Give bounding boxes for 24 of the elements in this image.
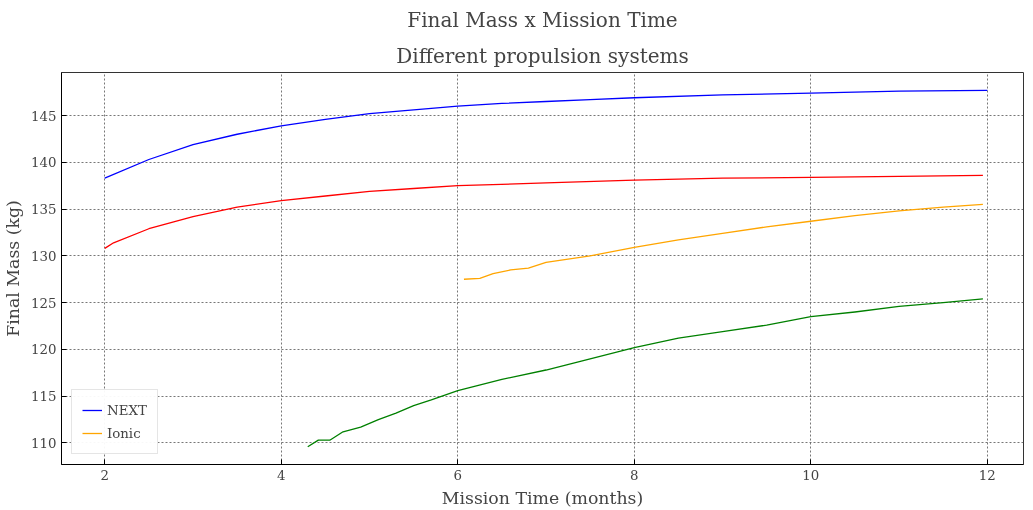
y-tick-label: 130: [31, 248, 57, 264]
chart-title: Final Mass x Mission Time: [407, 7, 678, 32]
y-tick-label: 125: [31, 295, 57, 311]
x-axis-title: Mission Time (months): [441, 487, 644, 508]
y-axis-title: Final Mass (kg): [3, 200, 24, 337]
y-tick-label: 120: [31, 342, 57, 358]
y-tick-label: 135: [31, 202, 57, 218]
legend-label: NEXT: [107, 402, 147, 418]
y-tick-label: 140: [31, 155, 57, 171]
y-tick-label: 110: [31, 435, 57, 451]
x-tick-label: 6: [453, 467, 463, 483]
line-series: [104, 174, 984, 250]
x-tick-label: 2: [100, 467, 109, 483]
line-series: [463, 203, 984, 280]
x-tick-label: 10: [802, 467, 820, 483]
legend-label: Ionic: [107, 425, 141, 441]
line-series: [307, 298, 984, 448]
chart-subtitle: Different propulsion systems: [396, 43, 689, 68]
x-tick-label: 8: [630, 467, 639, 483]
y-tick-label: 145: [31, 108, 57, 124]
line-series: [104, 89, 988, 179]
y-tick-label: 115: [31, 389, 57, 405]
x-tick-label: 4: [277, 467, 286, 483]
x-tick-label: 12: [978, 467, 996, 483]
